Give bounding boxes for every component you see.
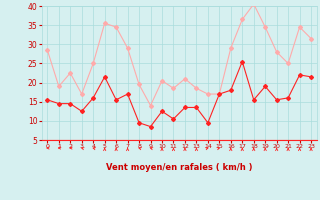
X-axis label: Vent moyen/en rafales ( km/h ): Vent moyen/en rafales ( km/h ) [106,163,252,172]
